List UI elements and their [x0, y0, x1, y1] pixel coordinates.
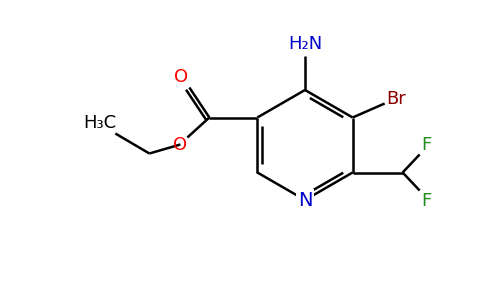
Text: F: F — [422, 191, 432, 209]
Text: F: F — [422, 136, 432, 154]
Text: Br: Br — [386, 91, 406, 109]
Text: H₃C: H₃C — [83, 115, 116, 133]
Text: H₂N: H₂N — [288, 35, 322, 53]
Text: N: N — [298, 190, 312, 209]
Text: O: O — [174, 68, 188, 86]
Text: O: O — [173, 136, 187, 154]
